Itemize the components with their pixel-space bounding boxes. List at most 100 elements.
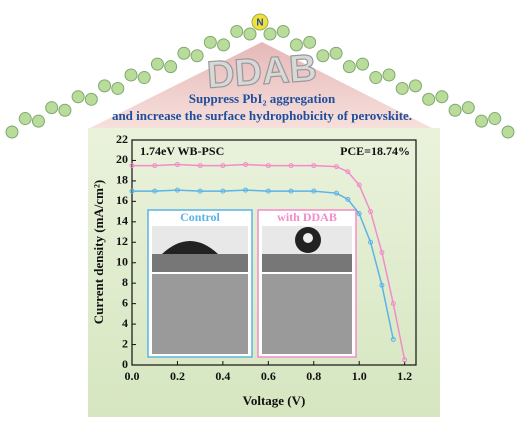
bead [263, 27, 277, 41]
point [265, 188, 271, 194]
bead [124, 68, 138, 82]
bead [177, 46, 191, 60]
bead [150, 57, 164, 71]
y-tick-label: 14 [116, 214, 128, 228]
point [129, 163, 135, 169]
bead [111, 81, 125, 95]
y-tick-label: 18 [116, 173, 128, 187]
bead [329, 46, 343, 60]
point [152, 188, 158, 194]
atom-label: N [256, 18, 263, 29]
bead [395, 81, 409, 95]
bead [217, 38, 231, 52]
bead [71, 90, 85, 104]
bead [5, 125, 19, 139]
point [311, 188, 317, 194]
bead [230, 24, 244, 38]
bead [356, 57, 370, 71]
y-tick-label: 10 [116, 254, 128, 268]
x-tick-label: 0.4 [215, 369, 230, 383]
nitrogen-atom [251, 13, 269, 31]
y-tick-label: 2 [122, 336, 128, 350]
bead [448, 103, 462, 117]
point [288, 163, 294, 169]
point [333, 164, 339, 170]
x-axis-label: Voltage (V) [243, 393, 306, 408]
x-tick-label: 0.0 [125, 369, 140, 383]
y-axis-label: Current density (mA/cm²) [91, 180, 106, 324]
point [402, 357, 408, 363]
inset-control [147, 209, 253, 358]
point [220, 163, 226, 169]
y-tick-label: 4 [122, 316, 128, 330]
point [345, 196, 351, 202]
x-tick-label: 1.0 [352, 369, 367, 383]
bead [45, 101, 59, 115]
series-line [132, 189, 395, 340]
point [368, 209, 374, 215]
bead [203, 35, 217, 49]
y-tick-label: 16 [116, 193, 128, 207]
molecule-name: DDAB [206, 47, 318, 97]
point [390, 301, 396, 307]
legend-label: with DDAB [277, 210, 337, 224]
bead [422, 92, 436, 106]
x-tick-label: 0.6 [261, 369, 276, 383]
bead [98, 79, 112, 93]
bead [31, 114, 45, 128]
x-tick-label: 0.2 [170, 369, 185, 383]
bead [316, 49, 330, 63]
roof [90, 42, 432, 128]
point [197, 188, 203, 194]
y-tick-label: 12 [116, 234, 128, 248]
bead [243, 27, 257, 41]
point [379, 282, 385, 288]
bead [190, 49, 204, 63]
point [379, 250, 385, 255]
point [197, 163, 203, 169]
point [265, 163, 271, 169]
bead [461, 101, 475, 115]
bead [488, 112, 502, 126]
point [368, 239, 374, 245]
point [174, 187, 180, 193]
point [152, 163, 158, 169]
molecule-chain [5, 24, 515, 139]
point [174, 162, 180, 168]
bead [408, 79, 422, 93]
plot-frame [131, 139, 417, 366]
y-tick-label: 20 [116, 152, 128, 166]
annotation: PCE=18.74% [340, 144, 410, 158]
x-tick-label: 1.2 [397, 369, 412, 383]
bead [18, 112, 32, 126]
subtitle-line: and increase the surface hydrophobicity … [112, 108, 412, 123]
bead [137, 71, 151, 85]
y-tick-label: 22 [116, 132, 128, 146]
bead [369, 71, 383, 85]
inset-ddab [257, 209, 357, 358]
bead [289, 38, 303, 52]
y-tick-label: 6 [122, 295, 128, 309]
point [356, 211, 362, 217]
bead [164, 60, 178, 74]
point [390, 336, 396, 342]
y-tick-label: 0 [122, 357, 128, 371]
x-tick-label: 0.8 [306, 369, 321, 383]
point [345, 169, 351, 175]
bead [501, 125, 515, 139]
point [311, 163, 317, 169]
y-tick-label: 8 [122, 275, 128, 289]
bead [58, 103, 72, 117]
point [243, 162, 249, 168]
point [288, 188, 294, 194]
point [243, 187, 249, 193]
bead [342, 60, 356, 74]
bead [276, 24, 290, 38]
legend-label: Control [180, 210, 220, 224]
subtitle-line: Suppress PbI₂ aggregation [189, 91, 336, 106]
annotation: 1.74eV WB-PSC [140, 144, 224, 158]
bead [382, 68, 396, 82]
bead [475, 114, 489, 128]
